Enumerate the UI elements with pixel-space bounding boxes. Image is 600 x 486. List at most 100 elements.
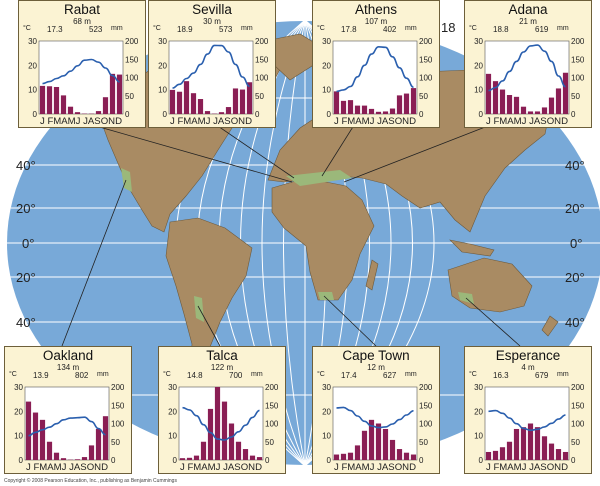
- precip-bar: [102, 416, 109, 460]
- precip-bar: [190, 93, 197, 114]
- precip-tick-label: 0: [571, 110, 576, 119]
- station-name: Talca: [206, 348, 238, 363]
- precip-bar: [527, 111, 534, 114]
- precip-tick-label: 200: [419, 37, 433, 46]
- annual-precipitation: 802: [75, 371, 89, 380]
- precip-tick-label: 50: [125, 92, 134, 101]
- temp-tick-label: 30: [28, 37, 37, 46]
- station-elevation: 4 m: [521, 363, 535, 372]
- precip-tick-label: 0: [125, 110, 130, 119]
- precip-bar: [32, 412, 39, 460]
- plot-area: [332, 40, 418, 115]
- station-name: Esperance: [495, 348, 561, 363]
- precip-bar: [333, 91, 340, 114]
- temp-tick-label: 0: [173, 456, 178, 465]
- precip-bar: [368, 108, 375, 114]
- mean-temperature: 17.4: [341, 371, 357, 380]
- temp-tick-label: 0: [479, 456, 484, 465]
- climograph-sevilla: 30 20 10 0 200 150 100 50 0 J FMAMJ JASOND Sevilla…: [148, 0, 276, 128]
- precip-bar: [492, 450, 499, 461]
- precip-tick-label: 100: [255, 74, 269, 83]
- precip-bar: [81, 457, 88, 460]
- precip-bar: [197, 99, 204, 114]
- precip-bar: [347, 100, 354, 114]
- mediterranean-zone-chile: [194, 296, 204, 322]
- mean-temperature: 18.8: [493, 25, 509, 34]
- plot-area: [484, 40, 570, 115]
- precip-bar: [555, 449, 562, 460]
- precip-bar: [200, 441, 207, 460]
- precip-bar: [347, 452, 354, 460]
- station-name: Sevilla: [192, 2, 232, 17]
- temp-tick-label: 20: [28, 61, 37, 70]
- precip-bar: [246, 82, 253, 114]
- temp-tick-label: 20: [474, 407, 483, 416]
- precip-tick-label: 150: [255, 55, 269, 64]
- precip-bar: [193, 455, 200, 460]
- precip-bar: [39, 419, 46, 460]
- precip-tick-label: 100: [125, 74, 139, 83]
- precip-bar: [513, 428, 520, 460]
- station-name: Adana: [508, 2, 548, 17]
- precip-tick-label: 200: [419, 383, 433, 392]
- leader-line-esperance: [465, 297, 521, 347]
- month-labels: J FMAMJ JASOND: [170, 116, 253, 126]
- africa-landmass: [271, 177, 375, 301]
- annual-precipitation: 619: [535, 25, 549, 34]
- precip-bar: [403, 93, 410, 114]
- lon-label-fragment: 18: [441, 20, 456, 35]
- precip-bar: [396, 95, 403, 114]
- precip-tick-label: 0: [265, 456, 270, 465]
- mm-unit: mm: [557, 371, 569, 378]
- temp-tick-label: 30: [322, 383, 331, 392]
- precip-bar: [354, 105, 361, 114]
- precip-bar: [102, 97, 109, 114]
- precip-tick-label: 100: [571, 74, 585, 83]
- temperature-line: [182, 406, 260, 441]
- mean-temperature: 17.3: [47, 25, 63, 34]
- precip-bar: [214, 387, 221, 460]
- precip-bar: [410, 454, 417, 460]
- climograph-rabat: 30 20 10 0 200 150 100 50 0 J FMAMJ JASOND Rabat 68…: [18, 0, 146, 128]
- precip-bar: [562, 451, 569, 460]
- mm-unit: mm: [405, 25, 417, 32]
- lat-label-20s-left: 20°: [16, 270, 36, 285]
- station-name: Oakland: [42, 348, 94, 363]
- precip-tick-label: 50: [419, 92, 428, 101]
- precip-tick-label: 100: [419, 420, 433, 429]
- temp-tick-label: 10: [322, 86, 331, 95]
- station-elevation: 122 m: [210, 363, 234, 372]
- precip-bar: [403, 452, 410, 460]
- precip-bar: [95, 111, 102, 114]
- mm-unit: mm: [405, 371, 417, 378]
- precip-bar: [74, 112, 81, 114]
- temp-tick-label: 0: [19, 456, 24, 465]
- climograph-cape-town: 30 20 10 0 200 150 100 50 0 J FMAMJ JASOND Cape To…: [312, 346, 440, 474]
- celsius-unit: °C: [469, 371, 477, 378]
- precip-bar: [541, 107, 548, 114]
- plot-area: [24, 386, 110, 461]
- temp-tick-label: 30: [474, 37, 483, 46]
- mediterranean-zone-south-africa: [318, 292, 334, 300]
- precip-tick-label: 0: [111, 456, 116, 465]
- climograph-esperance: 30 20 10 0 200 150 100 50 0 J FMAMJ JASOND Esperan…: [464, 346, 592, 474]
- precip-bar: [53, 452, 60, 460]
- precip-tick-label: 50: [111, 438, 120, 447]
- leader-line-oakland: [61, 179, 127, 347]
- precip-bar: [396, 449, 403, 460]
- station-elevation: 134 m: [56, 363, 80, 372]
- climograph-adana: 30 20 10 0 200 150 100 50 0 J FMAMJ JASOND Adana 21…: [464, 0, 592, 128]
- precip-tick-label: 200: [571, 383, 585, 392]
- temp-tick-label: 20: [474, 61, 483, 70]
- precip-tick-label: 150: [419, 55, 433, 64]
- lat-label-40n-right: 40°: [565, 158, 585, 173]
- precip-bar: [249, 455, 256, 460]
- precip-bar: [242, 449, 249, 460]
- celsius-unit: °C: [469, 25, 477, 32]
- precip-tick-label: 150: [571, 55, 585, 64]
- precip-bar: [492, 81, 499, 114]
- temp-tick-label: 0: [327, 110, 332, 119]
